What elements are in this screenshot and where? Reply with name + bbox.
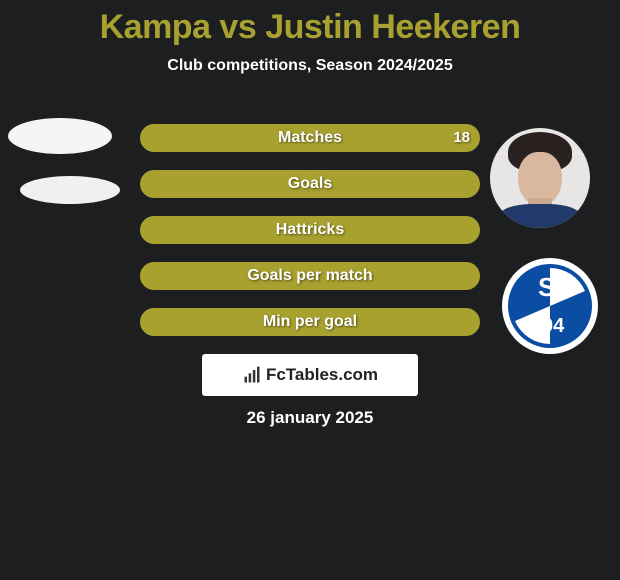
stat-bar-label: Min per goal xyxy=(140,308,480,336)
comparison-bars: Matches18 Goals Hattricks Goals per match Mi… xyxy=(140,124,480,354)
comparison-date: 26 january 2025 xyxy=(0,408,620,428)
stat-bar-value-right: 18 xyxy=(453,124,470,152)
stat-bar-label: Goals per match xyxy=(140,262,480,290)
player-right-avatar xyxy=(490,128,590,228)
source-logo-box: FcTables.com xyxy=(202,354,418,396)
stat-bar-row: Goals per match xyxy=(140,262,480,290)
bar-chart-icon xyxy=(242,365,262,385)
stat-bar-row: Hattricks xyxy=(140,216,480,244)
stat-bar-row: Matches18 xyxy=(140,124,480,152)
player-left-avatar-1 xyxy=(8,118,112,154)
stat-bar-label: Hattricks xyxy=(140,216,480,244)
club-badge-number: 04 xyxy=(542,315,565,337)
stat-bar-row: Min per goal xyxy=(140,308,480,336)
club-right-badge: S 04 xyxy=(500,256,600,356)
stat-bar-row: Goals xyxy=(140,170,480,198)
comparison-title: Kampa vs Justin Heekeren xyxy=(0,0,620,47)
source-logo-text: FcTables.com xyxy=(266,365,378,385)
stat-bar-label: Matches xyxy=(140,124,480,152)
player-left-avatar-2 xyxy=(20,176,120,204)
club-badge-letter: S xyxy=(538,272,555,302)
stat-bar-label: Goals xyxy=(140,170,480,198)
comparison-subtitle: Club competitions, Season 2024/2025 xyxy=(0,57,620,75)
